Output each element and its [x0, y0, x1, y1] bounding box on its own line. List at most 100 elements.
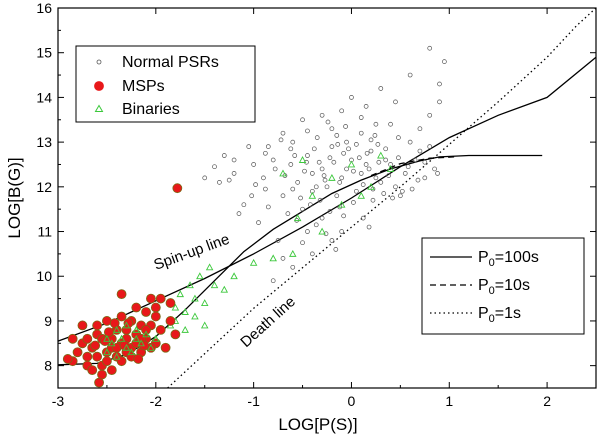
binary-point: [132, 334, 141, 342]
msp-point: [72, 347, 83, 358]
normal-psr-point: [368, 148, 374, 154]
msp-point: [106, 365, 117, 376]
normal-psr-point: [383, 157, 389, 163]
x-tick-label: -3: [52, 393, 65, 409]
legend-p1-label: P0=1s: [478, 305, 521, 325]
normal-psr-point: [442, 59, 447, 64]
legend-p100-label: P0=100s: [478, 249, 539, 269]
normal-psr-point: [295, 180, 301, 185]
msp-point: [141, 307, 151, 317]
normal-psr-point: [383, 146, 389, 152]
normal-psr-point: [388, 121, 393, 127]
msp-point: [131, 302, 142, 313]
normal-psr-point: [402, 171, 408, 176]
normal-psr-point: [351, 168, 356, 174]
normal-psr-point: [231, 171, 237, 176]
normal-psr-point: [366, 224, 372, 230]
msp-point: [146, 293, 156, 304]
normal-psr-point: [288, 162, 294, 167]
normal-psr-point: [422, 175, 428, 181]
binary-point: [230, 272, 238, 280]
y-tick-label: 15: [36, 45, 52, 61]
normal-psr-point: [398, 193, 403, 199]
normal-psr-point: [396, 135, 401, 140]
binary-point: [328, 173, 336, 181]
scatter-legend-box: [75, 45, 256, 123]
normal-psr-point: [358, 115, 364, 120]
normal-psr-point: [334, 133, 340, 138]
normal-psr-point: [314, 135, 320, 140]
msp-point: [82, 351, 93, 362]
binary-point: [293, 214, 302, 222]
normal-psr-point: [363, 104, 369, 109]
normal-psr-point: [339, 229, 345, 234]
x-tick-label: 1: [445, 393, 453, 409]
line-legend-box: [421, 237, 585, 335]
y-axis-title: LOG[B(G)]: [5, 157, 24, 238]
normal-psr-point: [353, 188, 359, 194]
binary-point: [152, 334, 160, 342]
normal-psr-point: [327, 209, 333, 214]
binary-point: [318, 227, 326, 235]
normal-psr-point: [285, 211, 291, 216]
msp-point: [150, 311, 161, 322]
normal-psr-point: [415, 177, 421, 183]
binary-point: [103, 348, 111, 356]
normal-psr-point: [202, 175, 208, 181]
normal-psr-point: [427, 144, 433, 149]
normal-psr-point: [319, 166, 325, 172]
msp-point: [77, 320, 88, 331]
normal-psr-point: [333, 247, 339, 252]
binary-point: [181, 308, 189, 315]
normal-psr-point: [329, 144, 335, 149]
normal-psr-point: [212, 164, 217, 170]
normal-psr-point: [339, 175, 345, 181]
msp-point: [102, 356, 112, 367]
normal-psr-point: [378, 180, 384, 185]
normal-psr-point: [300, 240, 305, 246]
msp-point: [160, 342, 171, 353]
normal-psr-point: [437, 81, 442, 87]
msp-point: [62, 354, 73, 364]
normal-psr-point: [331, 159, 337, 165]
legend-normal-marker: [96, 59, 102, 65]
normal-psr-point: [346, 146, 351, 152]
binary-point: [191, 312, 199, 320]
normal-psr-point: [253, 182, 258, 187]
y-tick-label: 11: [37, 224, 52, 240]
normal-psr-point: [292, 153, 298, 158]
normal-psr-point: [275, 238, 281, 243]
scatter-legend: Normal PSRs MSPs Binaries: [75, 45, 256, 123]
normal-psr-point: [360, 182, 366, 187]
normal-psr-point: [270, 157, 276, 163]
binary-point: [279, 169, 287, 177]
normal-psr-point: [263, 150, 268, 156]
legend-p10-label: P0=10s: [478, 277, 530, 297]
binary-point: [196, 272, 204, 280]
normal-psr-point: [363, 162, 369, 167]
binary-point: [132, 325, 141, 333]
normal-psr-point: [221, 153, 227, 158]
msp-point: [67, 333, 78, 344]
normal-psr-point: [334, 193, 340, 199]
normal-psr-point: [311, 146, 317, 152]
normal-psr-point: [378, 86, 384, 91]
normal-psr-point: [217, 180, 222, 185]
msp-point: [150, 302, 161, 313]
normal-psr-point: [290, 139, 296, 145]
normal-psr-point: [280, 130, 286, 136]
binary-point: [200, 299, 209, 307]
normal-psr-point: [405, 164, 411, 170]
normal-psr-point: [309, 171, 315, 176]
normal-psr-point: [353, 142, 359, 147]
line-spinup: [57, 56, 597, 342]
binary-point: [205, 263, 214, 271]
normal-psr-point: [321, 173, 327, 178]
normal-psr-point: [305, 229, 310, 234]
msp-point: [92, 351, 103, 362]
y-tick-label: 16: [36, 0, 52, 16]
msp-point: [165, 298, 176, 308]
normal-psr-point: [300, 117, 305, 123]
normal-psr-point: [412, 157, 418, 163]
normal-psr-point: [305, 153, 310, 158]
